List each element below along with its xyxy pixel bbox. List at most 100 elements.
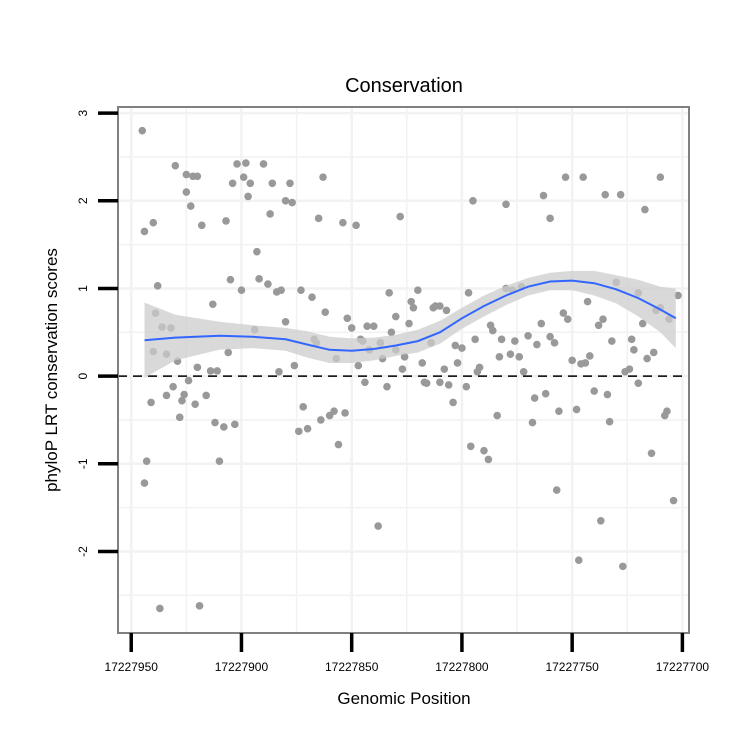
data-point [354, 361, 363, 370]
data-point [594, 321, 603, 330]
data-point [299, 403, 307, 411]
data-point [464, 289, 473, 297]
data-point [242, 159, 250, 167]
data-point [191, 400, 199, 408]
data-point [418, 359, 427, 367]
data-point [297, 286, 305, 295]
y-axis: -2 -1 0 1 2 3 [76, 109, 118, 557]
x-tick-label: 17227800 [435, 660, 489, 674]
y-tick-label: 0 [76, 372, 90, 379]
data-point [471, 335, 479, 344]
data-point [537, 319, 546, 328]
data-point [444, 381, 453, 389]
data-point [343, 314, 352, 323]
data-point [453, 359, 462, 367]
data-point [656, 173, 665, 181]
x-tick-label: 17227750 [545, 660, 599, 674]
chart-title: Conservation [345, 75, 463, 97]
data-point [583, 297, 592, 306]
y-tick-label: 2 [76, 197, 90, 204]
data-point [224, 348, 233, 357]
data-point [149, 218, 158, 227]
data-point [290, 361, 299, 370]
data-point [528, 418, 537, 427]
y-tick-label: 1 [76, 285, 90, 292]
data-point [321, 308, 330, 316]
data-point [466, 442, 475, 451]
data-point [239, 173, 248, 181]
data-point [546, 332, 554, 341]
data-point [638, 319, 647, 328]
data-point [407, 297, 416, 306]
data-point [169, 382, 177, 391]
data-point [585, 352, 594, 360]
data-point [231, 420, 239, 429]
panel-border [117, 106, 690, 634]
data-point [211, 418, 219, 427]
y-tick-label: -2 [76, 546, 90, 557]
data-point [627, 335, 636, 344]
data-point [663, 407, 671, 416]
data-point [484, 455, 493, 464]
data-point [334, 440, 343, 449]
data-point [601, 190, 610, 199]
data-point [253, 247, 261, 256]
data-point [197, 221, 206, 230]
data-point [572, 405, 581, 414]
data-point [436, 378, 444, 387]
smooth-fit-line [144, 279, 677, 352]
x-tick-label: 17227900 [215, 660, 269, 674]
data-point [213, 367, 222, 375]
data-point [268, 179, 277, 188]
data-point [396, 212, 404, 221]
data-point [281, 197, 290, 205]
data-point [533, 340, 541, 349]
data-point [140, 479, 149, 487]
data-point [442, 306, 451, 315]
data-point [387, 328, 396, 337]
data-point [550, 339, 559, 347]
data-point [215, 457, 224, 465]
data-point [469, 197, 477, 205]
data-point [561, 173, 570, 181]
x-tick-label: 17227950 [105, 660, 159, 674]
y-axis-label: phyloP LRT conservation scores [42, 248, 61, 492]
data-point [193, 172, 202, 181]
data-point [429, 303, 438, 312]
data-point [541, 389, 550, 398]
data-point [303, 424, 312, 433]
confidence-ribbon [144, 270, 676, 378]
data-point [228, 179, 237, 188]
data-point [237, 286, 246, 295]
x-tick-label: 17227850 [325, 660, 379, 674]
data-point [385, 289, 393, 297]
data-point [458, 344, 466, 352]
data-point [608, 337, 616, 345]
data-point [330, 407, 338, 416]
data-point [625, 365, 634, 373]
data-point [603, 390, 612, 399]
data-point [277, 286, 285, 295]
data-point [568, 356, 576, 365]
data-point [244, 192, 252, 201]
data-point [616, 190, 625, 199]
data-point [383, 382, 391, 391]
data-point [473, 367, 482, 376]
data-point [184, 376, 193, 385]
data-point [374, 522, 382, 530]
data-point [546, 214, 554, 223]
data-point [634, 379, 643, 387]
data-point [669, 496, 678, 505]
data-point [202, 391, 210, 400]
data-point [574, 556, 583, 565]
data-point [539, 191, 548, 200]
data-point [581, 359, 590, 367]
data-point [347, 324, 356, 332]
data-point [502, 200, 510, 209]
data-point [391, 312, 400, 321]
data-point [462, 382, 471, 391]
data-point [361, 378, 369, 387]
data-point [142, 457, 151, 465]
data-point [515, 353, 524, 361]
data-point [195, 602, 204, 610]
